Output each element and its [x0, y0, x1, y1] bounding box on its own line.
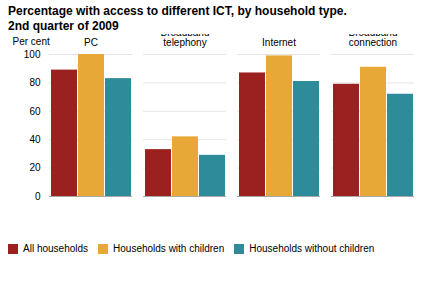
svg-text:Per cent: Per cent — [13, 36, 50, 47]
svg-text:Broadbandtelephony: Broadbandtelephony — [161, 34, 210, 48]
svg-text:PC: PC — [84, 37, 98, 48]
svg-text:80: 80 — [29, 77, 41, 88]
html-text:Percentage with access to diff: Percentage with access to different ICT,… — [8, 4, 347, 18]
svg-text:Broadbandconnection: Broadbandconnection — [349, 34, 398, 48]
html-text:2nd quarter of 2009: 2nd quarter of 2009 — [8, 19, 119, 33]
html-text:All households: All households — [23, 243, 88, 254]
svg-text:100: 100 — [24, 49, 41, 60]
svg-text:20: 20 — [29, 162, 41, 173]
svg-text:40: 40 — [29, 134, 41, 145]
html-text:Households without children: Households without children — [249, 243, 375, 254]
svg-text:0: 0 — [35, 191, 41, 202]
html-text:Households with children: Households with children — [113, 243, 225, 254]
svg-text:60: 60 — [29, 106, 41, 117]
svg-text:Internet: Internet — [262, 37, 296, 48]
